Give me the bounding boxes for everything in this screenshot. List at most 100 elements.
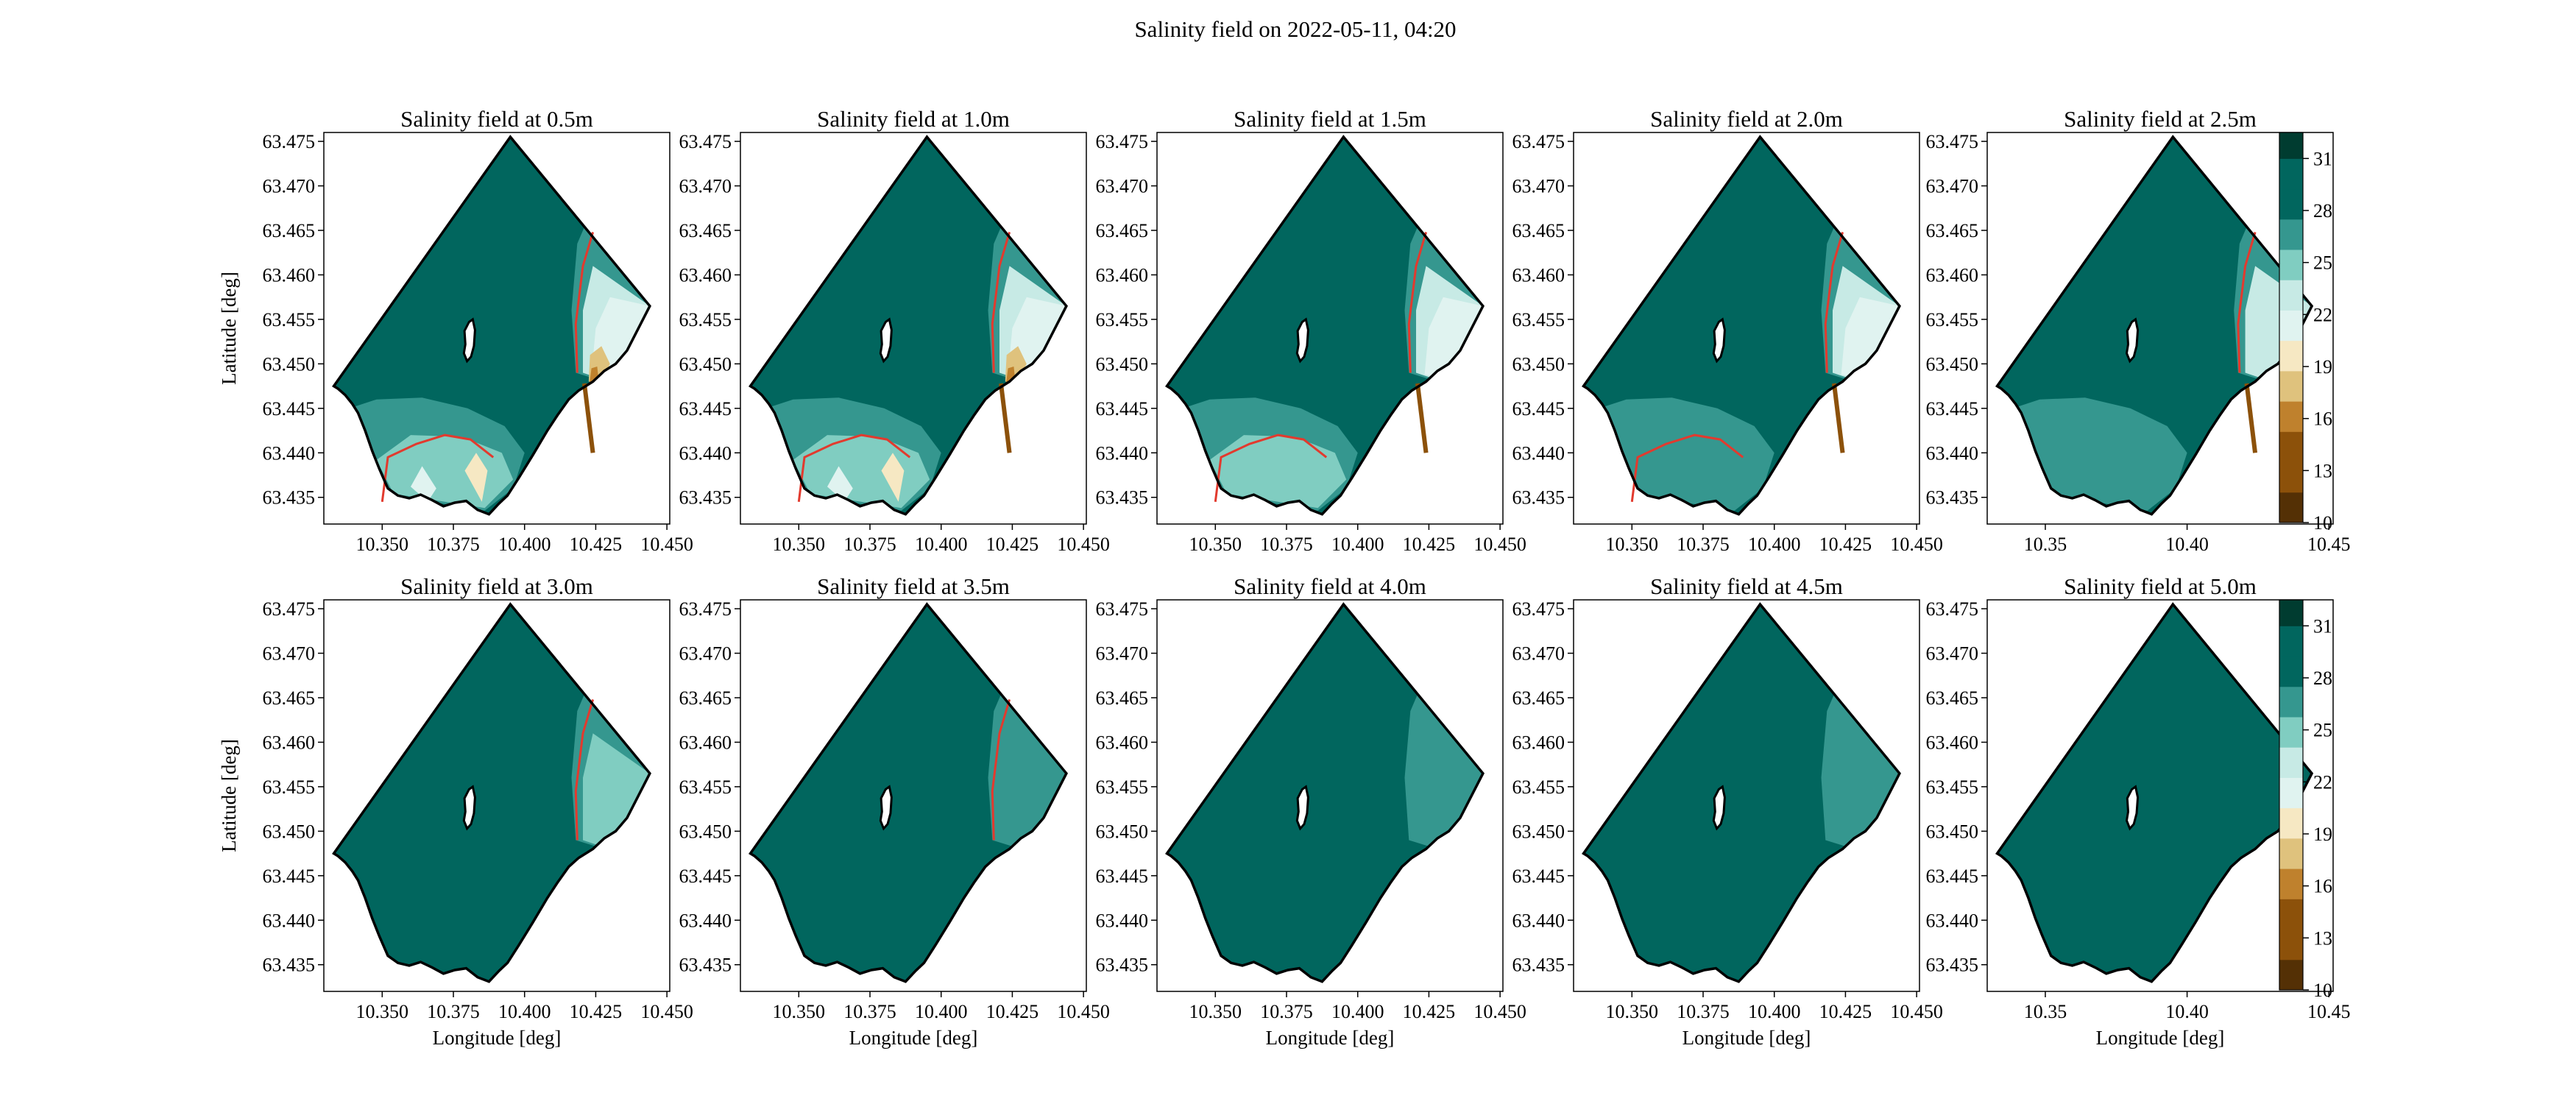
water-body (1997, 604, 2313, 982)
panel-8: Salinity field at 4.0m 63.435 63.440 63.445… (1096, 573, 1526, 1049)
y-tick-label: 63.470 (1926, 176, 1979, 197)
island (879, 317, 893, 364)
x-tick-label: 10.375 (427, 1001, 480, 1022)
y-tick-label: 63.455 (1096, 309, 1149, 330)
y-tick-label: 63.470 (1512, 643, 1565, 665)
salinity-contours (571, 684, 650, 848)
x-tick-label: 10.400 (1748, 534, 1801, 555)
y-tick-label: 63.475 (1096, 598, 1149, 620)
coastline (1164, 135, 1485, 516)
x-tick-label: 10.375 (427, 534, 480, 555)
x-tick-label: 10.400 (1331, 534, 1384, 555)
x-tick-label: 10.375 (1677, 1001, 1730, 1022)
salinity-contours (1182, 216, 1483, 511)
panel-3: Salinity field at 1.5m 63.435 63.440 63.445… (1096, 106, 1526, 555)
y-tick-label: 63.455 (1926, 309, 1979, 330)
panel-title: Salinity field at 2.0m (1650, 106, 1843, 132)
x-tick-label: 10.450 (640, 1001, 693, 1022)
river-plume (581, 383, 595, 453)
x-tick-label: 10.425 (1819, 534, 1872, 555)
axes-frame (740, 132, 1087, 525)
y-tick-label: 63.450 (679, 353, 732, 375)
y-tick-label: 63.460 (1512, 732, 1565, 753)
panel-10: Salinity field at 5.0m 63.435 63.440 63.445… (1926, 573, 2351, 1049)
x-tick-label: 10.350 (356, 534, 409, 555)
x-tick-label: 10.375 (843, 1001, 896, 1022)
x-tick-label: 10.425 (986, 534, 1039, 555)
y-tick-label: 63.435 (679, 955, 732, 976)
x-tick-label: 10.425 (986, 1001, 1039, 1022)
x-tick-label: 10.450 (1890, 534, 1943, 555)
x-tick-label: 10.350 (1189, 534, 1242, 555)
colorbar-tick-label: 25 (2313, 720, 2332, 741)
x-tick-label: 10.45 (2307, 1001, 2351, 1022)
x-axis-label: Longitude [deg] (1682, 1027, 1811, 1049)
contour-band (1424, 297, 1483, 378)
colorbar-frame (2279, 132, 2304, 523)
y-tick-label: 63.445 (1926, 398, 1979, 420)
colorbar-band (2279, 600, 2303, 626)
y-tick-label: 63.470 (1926, 643, 1979, 665)
y-tick-label: 63.465 (1926, 687, 1979, 709)
salinity-contours (1821, 684, 1900, 848)
y-tick-label: 63.460 (1096, 732, 1149, 753)
isohaline-south (1214, 434, 1328, 502)
y-tick-label: 63.465 (1926, 220, 1979, 241)
y-tick-label: 63.455 (679, 776, 732, 798)
figure-title: Salinity field on 2022-05-11, 04:20 (1134, 16, 1456, 42)
colorbar-tick-label: 22 (2313, 304, 2332, 325)
axes-frame (1573, 599, 1920, 992)
x-tick-label: 10.350 (773, 1001, 826, 1022)
colorbar-band (2279, 340, 2303, 372)
axes-frame (323, 599, 670, 992)
y-tick-label: 63.440 (263, 442, 316, 464)
colorbar-band (2279, 492, 2303, 523)
y-tick-label: 63.470 (1096, 643, 1149, 665)
colorbar-band (2279, 219, 2303, 250)
coastline (331, 602, 651, 983)
y-tick-label: 63.470 (1096, 176, 1149, 197)
y-tick-label: 63.445 (679, 866, 732, 887)
x-tick-label: 10.400 (1748, 1001, 1801, 1022)
isohaline-east (991, 698, 1011, 841)
axes-frame (740, 599, 1087, 992)
y-tick-label: 63.450 (1512, 821, 1565, 842)
island (462, 785, 476, 831)
y-tick-label: 63.455 (1512, 309, 1565, 330)
contour-band (411, 466, 436, 502)
colorbar-band (2279, 777, 2303, 809)
colorbar-band (2279, 401, 2303, 432)
isohaline-south (797, 434, 911, 502)
x-axis-label: Longitude [deg] (2096, 1027, 2225, 1049)
isohaline-east (574, 231, 595, 373)
panel-title: Salinity field at 3.0m (400, 573, 593, 599)
colorbar-tick-label: 31 (2313, 615, 2332, 637)
y-tick-label: 63.475 (679, 598, 732, 620)
panel-title: Salinity field at 5.0m (2064, 573, 2257, 599)
x-tick-label: 10.425 (570, 534, 623, 555)
y-tick-label: 63.475 (1926, 598, 1979, 620)
island (1295, 785, 1309, 831)
y-tick-label: 63.460 (1926, 732, 1979, 753)
y-tick-label: 63.460 (263, 732, 316, 753)
axes-frame (323, 132, 670, 525)
colorbar-band (2279, 686, 2303, 718)
y-tick-label: 63.475 (263, 131, 316, 152)
y-tick-label: 63.440 (679, 910, 732, 931)
axes-frame (1986, 599, 2334, 992)
x-axis-label: Longitude [deg] (1266, 1027, 1395, 1049)
axes-frame (1573, 132, 1920, 525)
axes-frame (1156, 132, 1504, 525)
colorbar-tick-label: 10 (2313, 980, 2332, 1001)
y-tick-label: 63.440 (1096, 910, 1149, 931)
x-tick-label: 10.350 (773, 534, 826, 555)
y-tick-label: 63.440 (1512, 910, 1565, 931)
river-plume (2244, 383, 2258, 453)
coastline (331, 135, 651, 516)
panel-title: Salinity field at 1.0m (817, 106, 1010, 132)
colorbar-tick-label: 22 (2313, 771, 2332, 793)
x-axis-label: Longitude [deg] (849, 1027, 978, 1049)
water-body (750, 604, 1066, 982)
colorbar-band (2279, 250, 2303, 280)
